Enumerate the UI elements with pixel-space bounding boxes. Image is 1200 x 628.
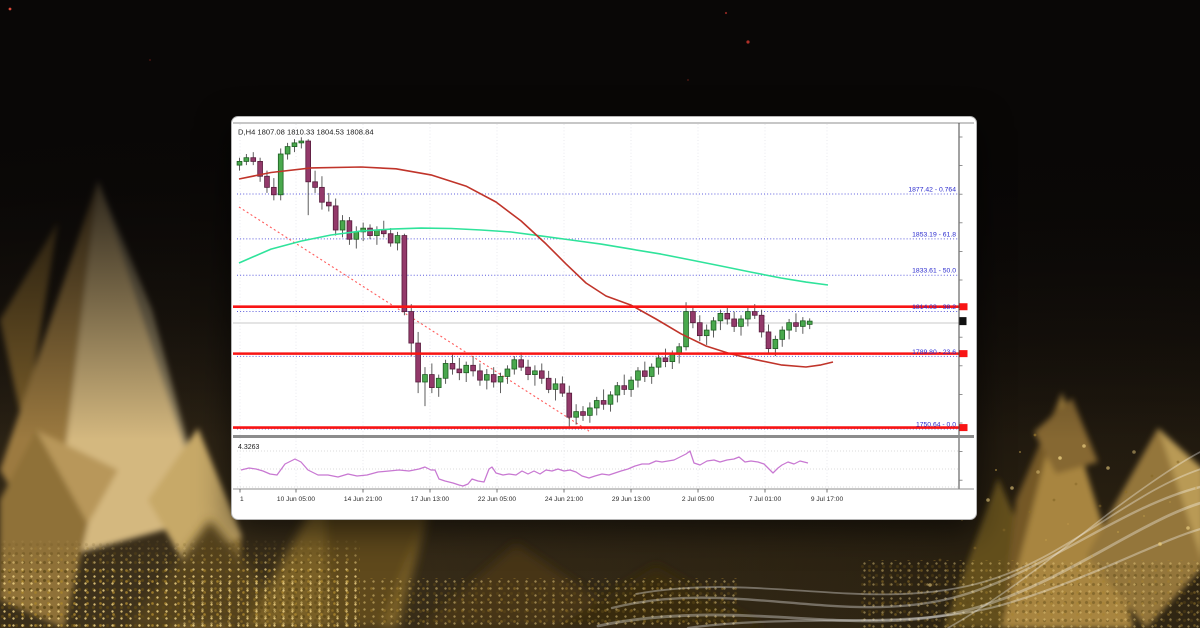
fib-label: 1853.19 - 61.8: [912, 231, 956, 238]
price-axis-markers: [959, 303, 968, 432]
chart-title-ohlc: D,H4 1807.08 1810.33 1804.53 1808.84: [238, 128, 374, 137]
candlesticks: [236, 137, 813, 427]
time-axis-label: 7 Jul 01:00: [749, 496, 782, 503]
time-axis-label: 14 Jun 21:00: [344, 496, 382, 503]
gold-glitter: [180, 578, 740, 628]
time-axis-label: 2 Jul 05:00: [682, 496, 715, 503]
price-chart[interactable]: 1877.42 - 0.764 1853.19 - 61.8 1833.61 - 5…: [232, 117, 976, 519]
time-axis-label: 29 Jun 13:00: [612, 496, 650, 503]
gold-glitter: [860, 560, 1200, 628]
current-price-marker: [959, 317, 967, 326]
time-axis-label: 1: [240, 496, 244, 503]
indicator-line: [240, 450, 809, 487]
axis-tick-marks: [959, 136, 963, 481]
moving-averages: [238, 166, 834, 368]
support-resistance-lines: [233, 305, 959, 429]
time-axis-label: 9 Jul 17:00: [811, 496, 844, 503]
fib-label: 1750.64 - 0.0: [916, 421, 956, 428]
red-specks: [8, 7, 750, 81]
ma-slow-red: [238, 166, 834, 368]
fib-label: 1814.03 - 38.2: [912, 304, 956, 311]
time-axis-labels: 1 10 Jun 05:00 14 Jun 21:00 17 Jun 13:00 22 …: [239, 489, 844, 503]
gold-dust-specks: [928, 433, 1197, 601]
fibonacci-levels: [237, 193, 959, 430]
ma-fast-green: [238, 227, 829, 286]
fib-level-labels: 1877.42 - 0.764 1853.19 - 61.8 1833.61 - 5…: [908, 187, 956, 429]
fib-label: 1877.42 - 0.764: [908, 187, 956, 194]
fib-label: 1833.61 - 50.0: [912, 268, 956, 275]
panel-separator[interactable]: [233, 435, 974, 438]
time-axis-label: 17 Jun 13:00: [411, 496, 449, 503]
time-axis-label: 10 Jun 05:00: [277, 496, 315, 503]
indicator-value-label: 4.3263: [238, 444, 260, 451]
time-axis-label: 22 Jun 05:00: [478, 496, 516, 503]
fib-label: 1789.80 - 23.6: [912, 349, 956, 356]
trading-chart-window[interactable]: 1877.42 - 0.764 1853.19 - 61.8 1833.61 - 5…: [231, 116, 977, 520]
indicator-panel: [237, 450, 959, 488]
time-axis-label: 24 Jun 21:00: [545, 496, 583, 503]
